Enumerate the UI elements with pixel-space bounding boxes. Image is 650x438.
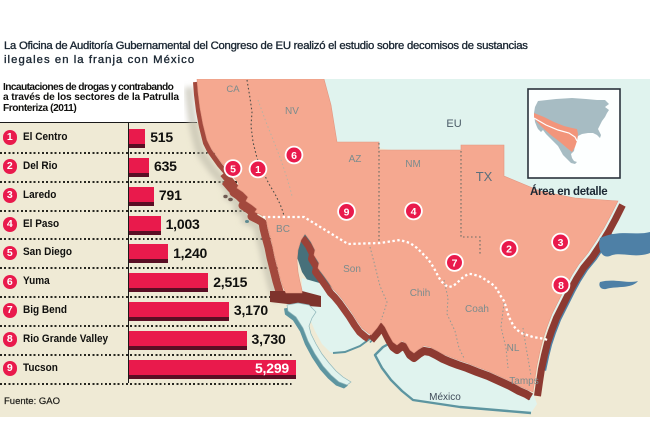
svg-text:México: México [429,392,461,403]
svg-text:Son: Son [343,264,361,275]
svg-text:Chih: Chih [410,288,431,299]
svg-text:9: 9 [344,206,350,218]
svg-text:CA: CA [226,84,240,95]
svg-text:Tamps: Tamps [509,376,538,387]
svg-text:Área en detalle: Área en detalle [530,185,607,198]
svg-text:BC: BC [276,224,290,235]
svg-text:NL: NL [507,343,520,354]
svg-text:NM: NM [405,159,421,170]
svg-text:3: 3 [558,237,564,249]
svg-text:EU: EU [446,118,461,130]
svg-text:TX: TX [476,169,493,184]
svg-text:8: 8 [558,280,564,292]
svg-text:AZ: AZ [349,154,362,165]
svg-text:NV: NV [285,106,299,117]
svg-text:4: 4 [411,206,417,218]
svg-text:1: 1 [255,164,261,176]
svg-text:7: 7 [452,257,458,269]
svg-text:6: 6 [291,150,297,162]
svg-text:2: 2 [506,243,512,255]
svg-text:Coah: Coah [465,304,489,315]
svg-text:5: 5 [230,163,236,175]
